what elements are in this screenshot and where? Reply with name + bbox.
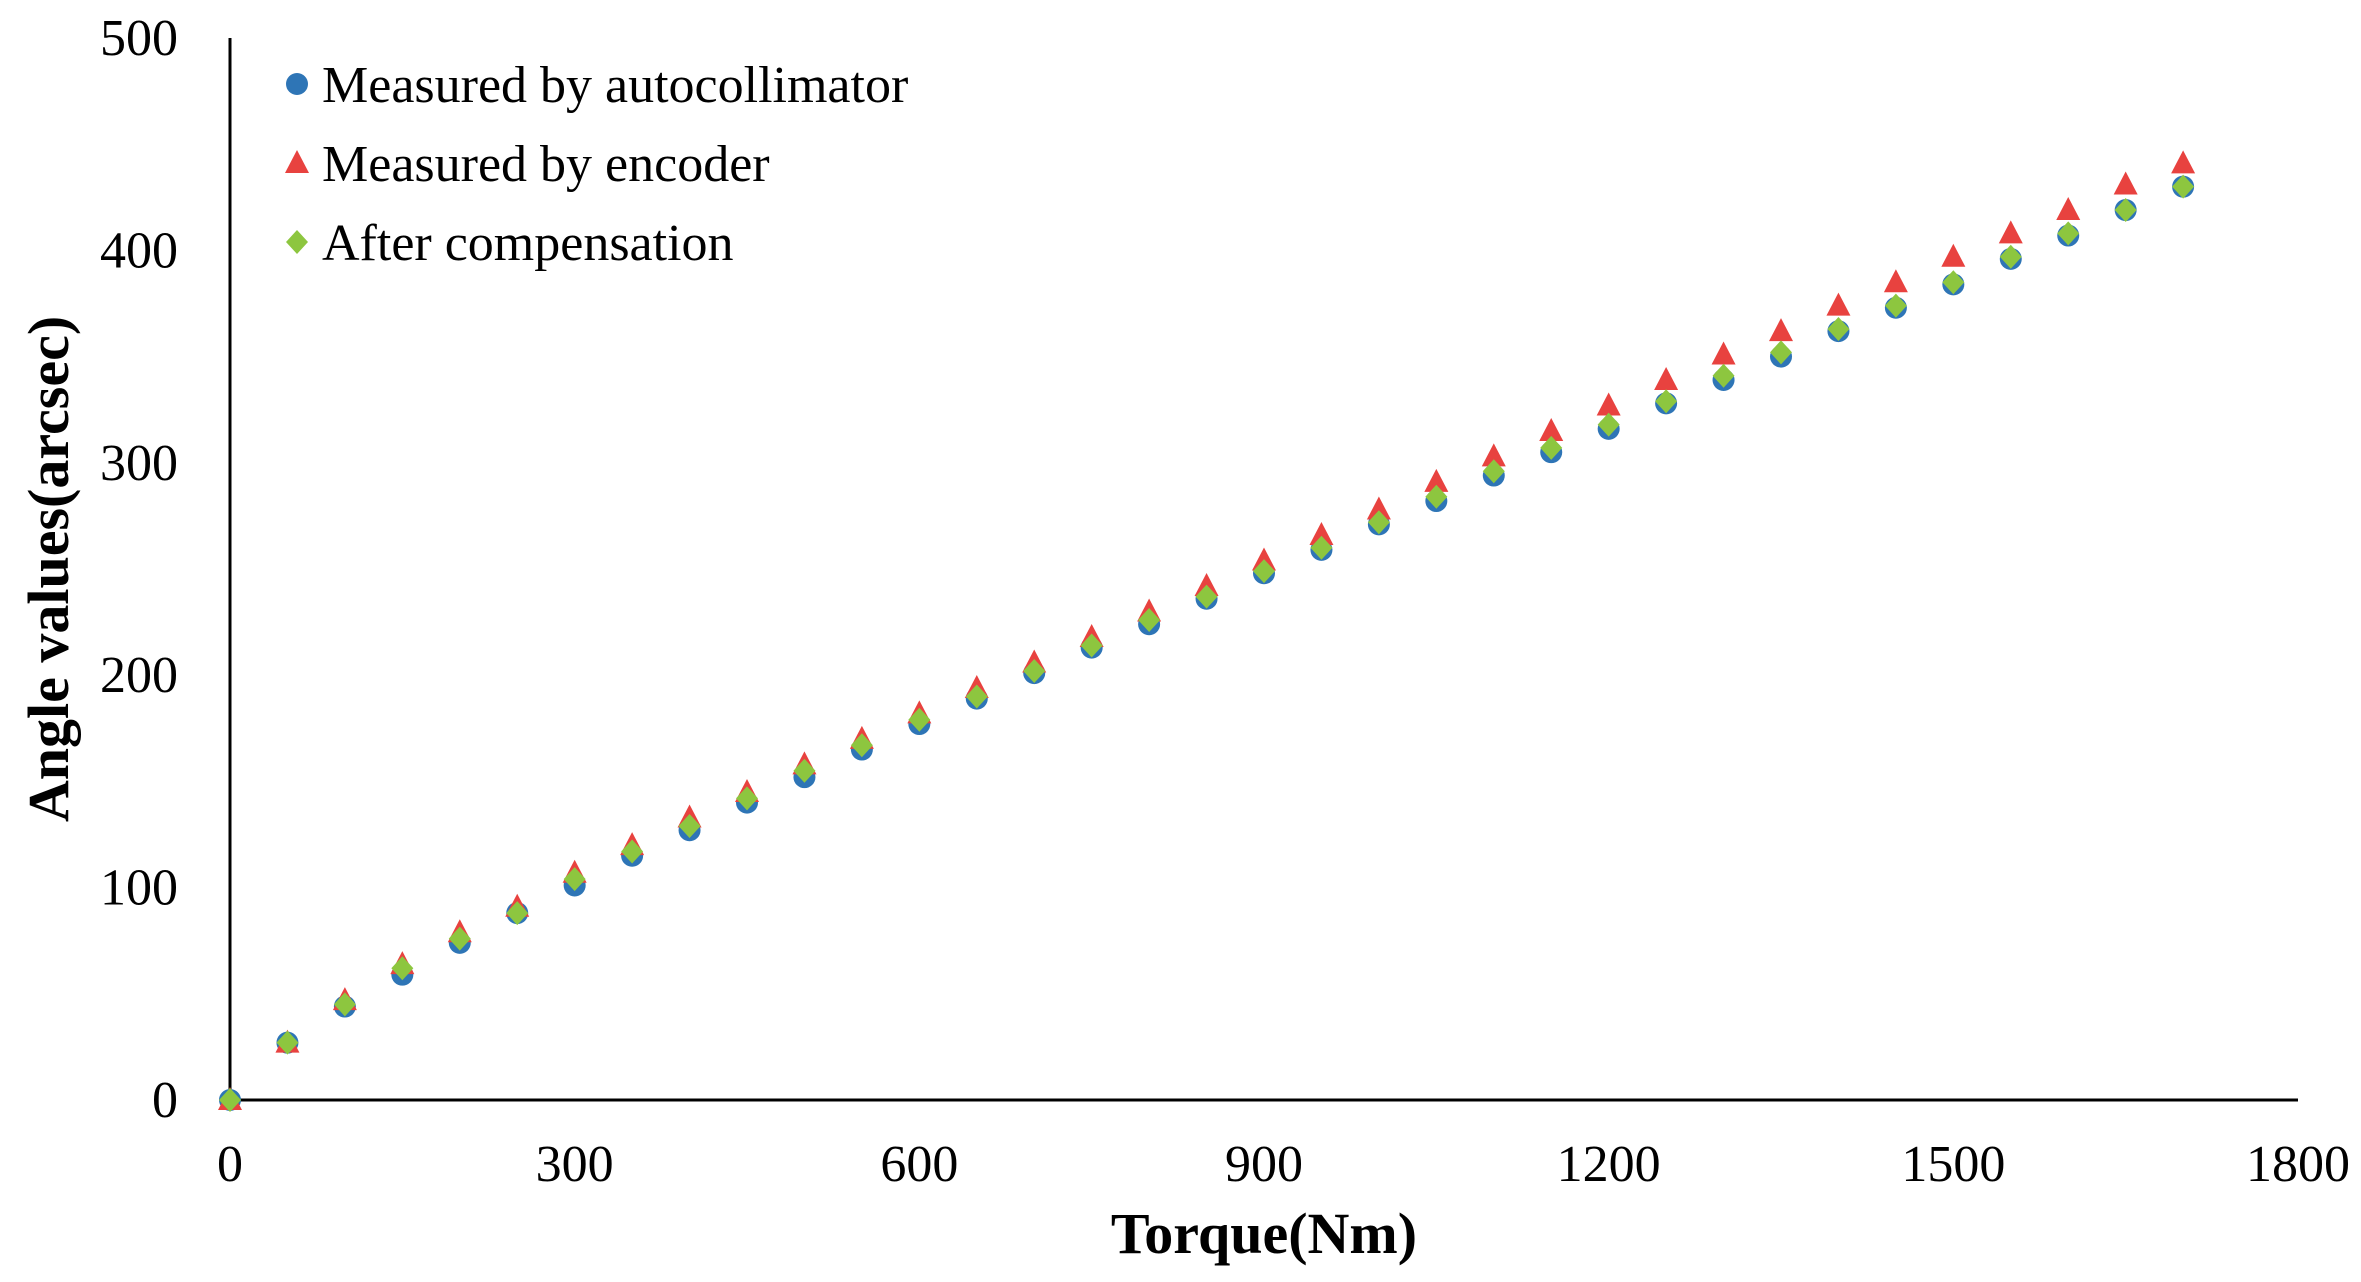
series-circle	[219, 175, 2195, 1111]
data-point-triangle	[1366, 496, 1391, 520]
data-point-diamond	[1195, 584, 1218, 609]
legend-marker-triangle	[285, 150, 309, 173]
y-tick-label: 200	[100, 647, 178, 704]
legend-marker-diamond	[286, 230, 308, 254]
data-point-diamond	[1138, 607, 1161, 632]
x-tick-label: 1500	[1901, 1136, 2005, 1193]
data-point-triangle	[1711, 341, 1736, 365]
data-point-diamond	[1540, 435, 1563, 460]
y-tick-labels: 0 100 200 300 400 500	[100, 10, 178, 1129]
data-point-triangle	[1883, 269, 1908, 293]
data-point-triangle	[1826, 292, 1851, 316]
data-point-diamond	[506, 901, 529, 926]
series-triangle	[218, 150, 2196, 1110]
data-point-diamond	[276, 1030, 299, 1055]
data-point-diamond	[736, 786, 758, 811]
data-point-diamond	[1482, 459, 1505, 484]
data-point-diamond	[448, 926, 471, 951]
data-point-diamond	[333, 992, 356, 1017]
data-point-triangle	[1424, 468, 1449, 492]
data-point-diamond	[1712, 363, 1735, 388]
data-point-diamond	[908, 707, 931, 732]
legend-label: Measured by encoder	[322, 136, 770, 193]
data-point-diamond	[793, 758, 816, 783]
data-point-diamond	[850, 733, 873, 758]
series-diamond	[219, 174, 2195, 1112]
data-point-diamond	[1770, 340, 1792, 365]
data-point-diamond	[1367, 510, 1390, 535]
legend-label: Measured by autocollimator	[322, 57, 908, 114]
y-tick-label: 500	[100, 10, 178, 67]
data-point-diamond	[1253, 559, 1275, 584]
data-point-diamond	[2114, 198, 2137, 223]
data-point-diamond	[1999, 244, 2022, 269]
data-point-diamond	[1310, 535, 1333, 560]
y-tick-label: 0	[152, 1072, 178, 1129]
data-point-diamond	[563, 867, 586, 892]
data-point-triangle	[1596, 392, 1621, 416]
data-point-triangle	[2171, 150, 2196, 174]
x-axis-title: Torque(Nm)	[1111, 1201, 1417, 1266]
data-point-diamond	[1827, 316, 1850, 341]
x-tick-label: 900	[1225, 1136, 1303, 1193]
data-point-diamond	[219, 1088, 241, 1112]
data-point-triangle	[1941, 243, 1966, 267]
data-point-diamond	[2172, 174, 2195, 199]
y-tick-label: 100	[100, 860, 178, 917]
data-point-diamond	[2057, 221, 2080, 246]
data-points	[218, 150, 2196, 1112]
data-point-diamond	[1023, 658, 1046, 683]
data-point-triangle	[1769, 318, 1793, 342]
legend-label: After compensation	[322, 215, 734, 272]
data-point-diamond	[1942, 270, 1965, 295]
legend-marker-circle	[286, 73, 308, 95]
x-tick-label: 1200	[1557, 1136, 1661, 1193]
axes	[228, 38, 2298, 1102]
data-point-triangle	[2056, 197, 2081, 221]
data-point-triangle	[1481, 443, 1506, 467]
data-point-triangle	[1309, 522, 1334, 546]
data-point-triangle	[1194, 572, 1219, 596]
x-tick-label: 600	[880, 1136, 958, 1193]
x-tick-labels: 0 300 600 900 1200 1500 1800	[217, 1136, 2350, 1193]
data-point-diamond	[391, 956, 414, 981]
y-tick-label: 300	[100, 435, 178, 492]
data-point-triangle	[1252, 547, 1276, 571]
data-point-triangle	[1998, 220, 2023, 244]
data-point-triangle	[1539, 417, 1564, 441]
data-point-diamond	[1884, 293, 1907, 318]
data-point-diamond	[678, 814, 701, 839]
x-tick-label: 300	[536, 1136, 614, 1193]
data-point-diamond	[1080, 633, 1103, 658]
data-point-triangle	[2113, 171, 2138, 195]
legend: Measured by autocollimator Measured by en…	[285, 57, 908, 272]
data-point-diamond	[965, 684, 988, 709]
data-point-triangle	[1654, 366, 1679, 390]
data-point-diamond	[1655, 389, 1678, 414]
x-tick-label: 0	[217, 1136, 243, 1193]
y-tick-label: 400	[100, 222, 178, 279]
data-point-diamond	[621, 839, 644, 864]
data-point-diamond	[1425, 484, 1448, 509]
y-axis-title: Angle values(arcsec)	[16, 316, 81, 822]
x-tick-label: 1800	[2246, 1136, 2350, 1193]
data-point-diamond	[1597, 412, 1620, 437]
